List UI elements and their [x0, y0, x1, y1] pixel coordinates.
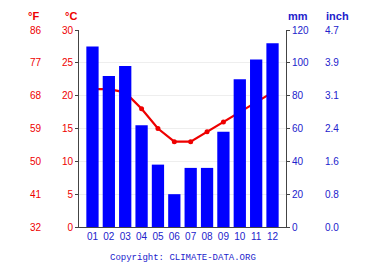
svg-text:20: 20 — [292, 189, 304, 200]
svg-text:08: 08 — [201, 231, 213, 242]
svg-text:30: 30 — [62, 25, 74, 36]
svg-text:4.7: 4.7 — [325, 25, 339, 36]
svg-text:59: 59 — [30, 123, 42, 134]
svg-text:Copyright: CLIMATE-DATA.ORG: Copyright: CLIMATE-DATA.ORG — [110, 253, 256, 263]
svg-text:77: 77 — [30, 57, 42, 68]
svg-text:2.4: 2.4 — [325, 123, 339, 134]
svg-text:86: 86 — [30, 25, 42, 36]
svg-text:15: 15 — [62, 123, 74, 134]
svg-text:02: 02 — [103, 231, 115, 242]
svg-text:3.9: 3.9 — [325, 57, 339, 68]
svg-text:3.1: 3.1 — [325, 90, 339, 101]
svg-text:12: 12 — [267, 231, 279, 242]
svg-text:50: 50 — [30, 156, 42, 167]
svg-text:120: 120 — [292, 25, 309, 36]
svg-text:60: 60 — [292, 123, 304, 134]
svg-text:°C: °C — [65, 10, 77, 22]
svg-text:10: 10 — [234, 231, 246, 242]
svg-text:inch: inch — [326, 10, 349, 22]
svg-text:0: 0 — [67, 222, 73, 233]
svg-text:°F: °F — [28, 10, 39, 22]
svg-text:05: 05 — [152, 231, 164, 242]
svg-text:0: 0 — [292, 222, 298, 233]
svg-text:03: 03 — [120, 231, 132, 242]
svg-text:06: 06 — [169, 231, 181, 242]
svg-text:07: 07 — [185, 231, 197, 242]
svg-text:09: 09 — [218, 231, 230, 242]
svg-text:25: 25 — [62, 57, 74, 68]
svg-text:mm: mm — [288, 10, 308, 22]
svg-text:20: 20 — [62, 90, 74, 101]
svg-text:80: 80 — [292, 90, 304, 101]
svg-text:68: 68 — [30, 90, 42, 101]
svg-text:01: 01 — [87, 231, 99, 242]
svg-text:10: 10 — [62, 156, 74, 167]
svg-text:1.6: 1.6 — [325, 156, 339, 167]
svg-text:100: 100 — [292, 57, 309, 68]
svg-text:40: 40 — [292, 156, 304, 167]
svg-text:5: 5 — [67, 189, 73, 200]
svg-text:0.8: 0.8 — [325, 189, 339, 200]
svg-text:0.0: 0.0 — [325, 222, 339, 233]
svg-text:11: 11 — [251, 231, 262, 242]
svg-text:32: 32 — [30, 222, 42, 233]
svg-text:04: 04 — [136, 231, 148, 242]
svg-text:41: 41 — [30, 189, 42, 200]
